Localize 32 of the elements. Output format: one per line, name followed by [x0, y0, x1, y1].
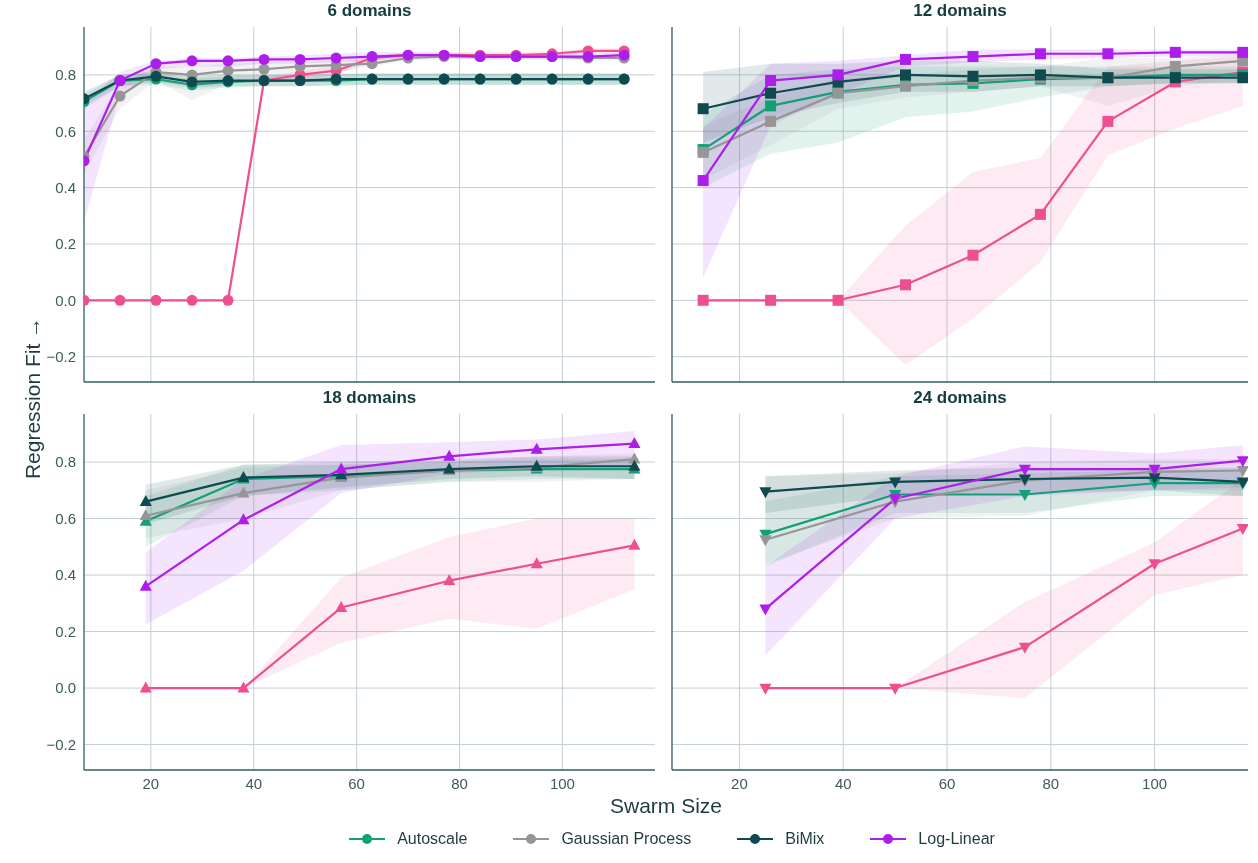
y-tick-label: 0.6 [55, 509, 76, 527]
x-axis-title: Swarm Size [609, 794, 723, 818]
y-tick-label: 0.2 [55, 235, 76, 253]
chart-title: 18 domains [321, 388, 418, 408]
y-tick-label: −0.2 [46, 347, 76, 365]
x-tick-label: 40 [245, 774, 263, 792]
x-tick-label: 80 [1042, 774, 1060, 792]
y-axis-title: Regression Fit → [21, 316, 45, 480]
legend-label: BiMix [785, 830, 825, 848]
y-tick-label: 0.0 [55, 679, 76, 697]
x-tick-label: 100 [1142, 774, 1168, 792]
y-tick-label: 0.0 [55, 291, 76, 309]
y-tick-label: 0.8 [55, 453, 76, 471]
y-tick-label: 0.2 [55, 622, 76, 640]
chart-title: 6 domains [326, 1, 413, 21]
chart-title: 12 domains [912, 1, 1008, 21]
y-tick-label: 0.8 [55, 66, 76, 84]
x-tick-label: 100 [549, 774, 575, 792]
legend-label: Gaussian Process [561, 830, 692, 848]
y-tick-label: 0.4 [55, 566, 76, 584]
x-tick-label: 40 [834, 774, 852, 792]
chart-title: 24 domains [912, 388, 1008, 408]
x-tick-label: 20 [142, 774, 160, 792]
y-tick-label: 0.4 [55, 178, 76, 196]
y-tick-label: 0.6 [55, 122, 76, 140]
x-tick-label: 60 [348, 774, 365, 792]
x-tick-label: 60 [938, 774, 956, 792]
legend-label: Log-Linear [918, 830, 995, 848]
x-tick-label: 80 [451, 774, 468, 792]
y-tick-label: −0.2 [46, 735, 76, 753]
legend-label: Autoscale [397, 830, 468, 848]
x-tick-label: 20 [731, 774, 748, 792]
